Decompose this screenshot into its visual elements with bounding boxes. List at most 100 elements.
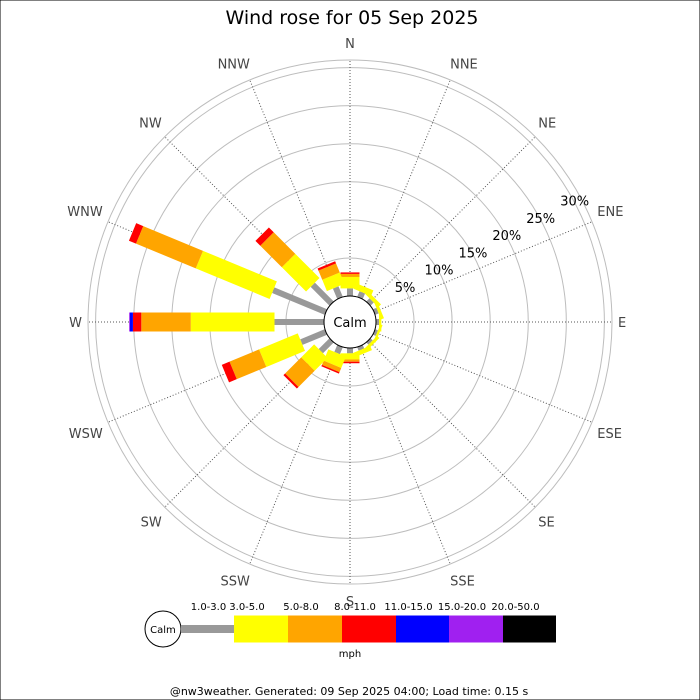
bar-sw-8-0-11-0	[283, 373, 299, 389]
direction-label-ne: NE	[538, 117, 556, 132]
bar-w-11-0-15-0	[129, 312, 133, 332]
bar-nw-5-0-8-0	[260, 232, 296, 268]
direction-label-ene: ENE	[597, 205, 623, 220]
spoke-ssw	[249, 345, 341, 565]
bar-sse-1-0-3-0	[357, 344, 365, 351]
bar-nnw-5-0-8-0	[318, 263, 340, 280]
direction-label-ssw: SSW	[221, 574, 251, 589]
legend-swatch-3-0-5-0	[234, 615, 288, 643]
direction-label-n: N	[345, 37, 355, 52]
legend-label-15-0-20-0: 15.0-20.0	[438, 602, 486, 613]
speed-legend: Calm 1.0-3.0 3.0-5.0 5.0-8.0 8.0-11.0 11.0-15…	[144, 602, 556, 648]
direction-label-sse: SSE	[450, 574, 475, 589]
direction-label-se: SE	[538, 515, 554, 530]
bar-wsw-5-0-8-0	[229, 349, 267, 380]
legend-swatch-15-0-20-0	[449, 615, 503, 643]
ring-label-4: 20%	[492, 229, 521, 244]
legend-swatch-5-0-8-0	[288, 615, 342, 643]
legend-label-11-0-15-0: 11.0-15.0	[384, 602, 432, 613]
direction-label-nnw: NNW	[218, 58, 250, 73]
bar-ssw-1-0-3-0	[334, 344, 343, 355]
bar-ne-1-0-3-0	[366, 298, 374, 306]
ring-label-5: 25%	[526, 212, 555, 227]
calm-label: Calm	[333, 316, 366, 331]
bar-w-5-0-8-0	[141, 312, 191, 332]
bar-sw-1-0-3-0	[318, 338, 334, 354]
bar-nnw-3-0-5-0	[322, 272, 345, 292]
bar-wsw-8-0-11-0	[221, 361, 237, 383]
bar-w-8-0-11-0	[132, 312, 142, 332]
bar-n-5-0-8-0	[340, 273, 360, 277]
direction-label-e: E	[618, 316, 626, 331]
direction-label-nne: NNE	[450, 58, 478, 73]
bar-ese-1-0-3-0	[372, 329, 378, 336]
bar-ssw-3-0-5-0	[323, 349, 346, 368]
legend-label-20-0-50-0: 20.0-50.0	[491, 602, 539, 613]
bar-nw-1-0-3-0	[310, 282, 334, 306]
spoke-ene	[373, 221, 593, 313]
spoke-ne	[368, 136, 536, 304]
bar-s-3-0-5-0	[340, 353, 360, 360]
direction-label-wnw: WNW	[67, 205, 103, 220]
legend-swatch-11-0-15-0	[396, 615, 449, 643]
legend-label-8-0-11-0: 8.0-11.0	[334, 602, 376, 613]
bar-wnw-8-0-11-0	[128, 223, 144, 244]
bar-w-3-0-5-0	[190, 312, 275, 332]
legend-label-1-0-3-0: 1.0-3.0	[191, 602, 226, 613]
bar-nw-8-0-11-0	[255, 227, 274, 246]
direction-label-ese: ESE	[597, 427, 622, 442]
footer-text: @nw3weather. Generated: 09 Sep 2025 04:0…	[170, 685, 529, 698]
direction-label-w: W	[69, 316, 82, 331]
bar-wnw-5-0-8-0	[135, 226, 204, 269]
spoke-ese	[373, 331, 593, 423]
bar-wnw-1-0-3-0	[272, 287, 328, 315]
bar-n-1-0-3-0	[347, 288, 353, 296]
spoke-nne	[359, 79, 451, 299]
legend-label-3-0-5-0: 3.0-5.0	[229, 602, 264, 613]
ring-label-3: 15%	[458, 246, 487, 261]
spoke-nnw	[249, 79, 341, 299]
bar-ene-1-0-3-0	[372, 307, 379, 315]
calm-circle	[323, 295, 377, 349]
bar-w-15-0-20-0	[129, 312, 130, 332]
direction-label-wsw: WSW	[69, 427, 103, 442]
legend-swatch-8-0-11-0	[342, 615, 396, 643]
bar-nw-3-0-5-0	[281, 253, 320, 292]
bar-s-1-0-3-0	[347, 348, 353, 354]
legend-swatch-20-0-50-0	[503, 615, 556, 643]
legend-calm-label: Calm	[150, 625, 176, 636]
bar-ene-3-0-5-0	[373, 300, 384, 320]
bar-wsw-1-0-3-0	[300, 329, 328, 345]
bar-s-5-0-8-0	[340, 359, 360, 362]
bar-e-1-0-3-0	[375, 319, 380, 325]
bar-wnw-3-0-5-0	[195, 250, 277, 299]
calm-center: Calm	[323, 295, 377, 349]
bar-nnw-8-0-11-0	[317, 261, 337, 271]
bar-w-1-0-3-0	[274, 319, 324, 325]
bar-n-8-0-11-0	[340, 272, 360, 274]
wind-bars	[128, 223, 384, 389]
direction-label-nw: NW	[139, 117, 162, 132]
ring-label-2: 10%	[425, 264, 454, 279]
direction-labels: N NNE NE ENE E ESE SE SSE S SSW SW WSW W WNW NW NNW	[67, 37, 626, 610]
bar-ssw-8-0-11-0	[321, 364, 340, 374]
chart-title: Wind rose for 05 Sep 2025	[225, 7, 478, 29]
spoke-sse	[359, 345, 451, 565]
direction-label-s: S	[346, 595, 354, 610]
bar-n-3-0-5-0	[340, 276, 360, 289]
bar-se-1-0-3-0	[366, 338, 373, 345]
direction-label-sw: SW	[141, 515, 162, 530]
spoke-se	[368, 340, 536, 508]
ring-labels: 5% 10% 15% 20% 25% 30%	[395, 195, 589, 296]
bar-s-8-0-11-0	[340, 361, 360, 364]
legend-label-5-0-8-0: 5.0-8.0	[283, 602, 318, 613]
bar-wsw-3-0-5-0	[259, 333, 305, 367]
ring-label-1: 5%	[395, 281, 416, 296]
bar-nnw-1-0-3-0	[332, 286, 343, 300]
outer-ring	[87, 59, 613, 585]
ring-label-6: 30%	[560, 195, 589, 210]
bar-sw-3-0-5-0	[301, 344, 328, 371]
bar-ssw-5-0-8-0	[321, 360, 342, 373]
legend-unit: mph	[339, 649, 361, 660]
